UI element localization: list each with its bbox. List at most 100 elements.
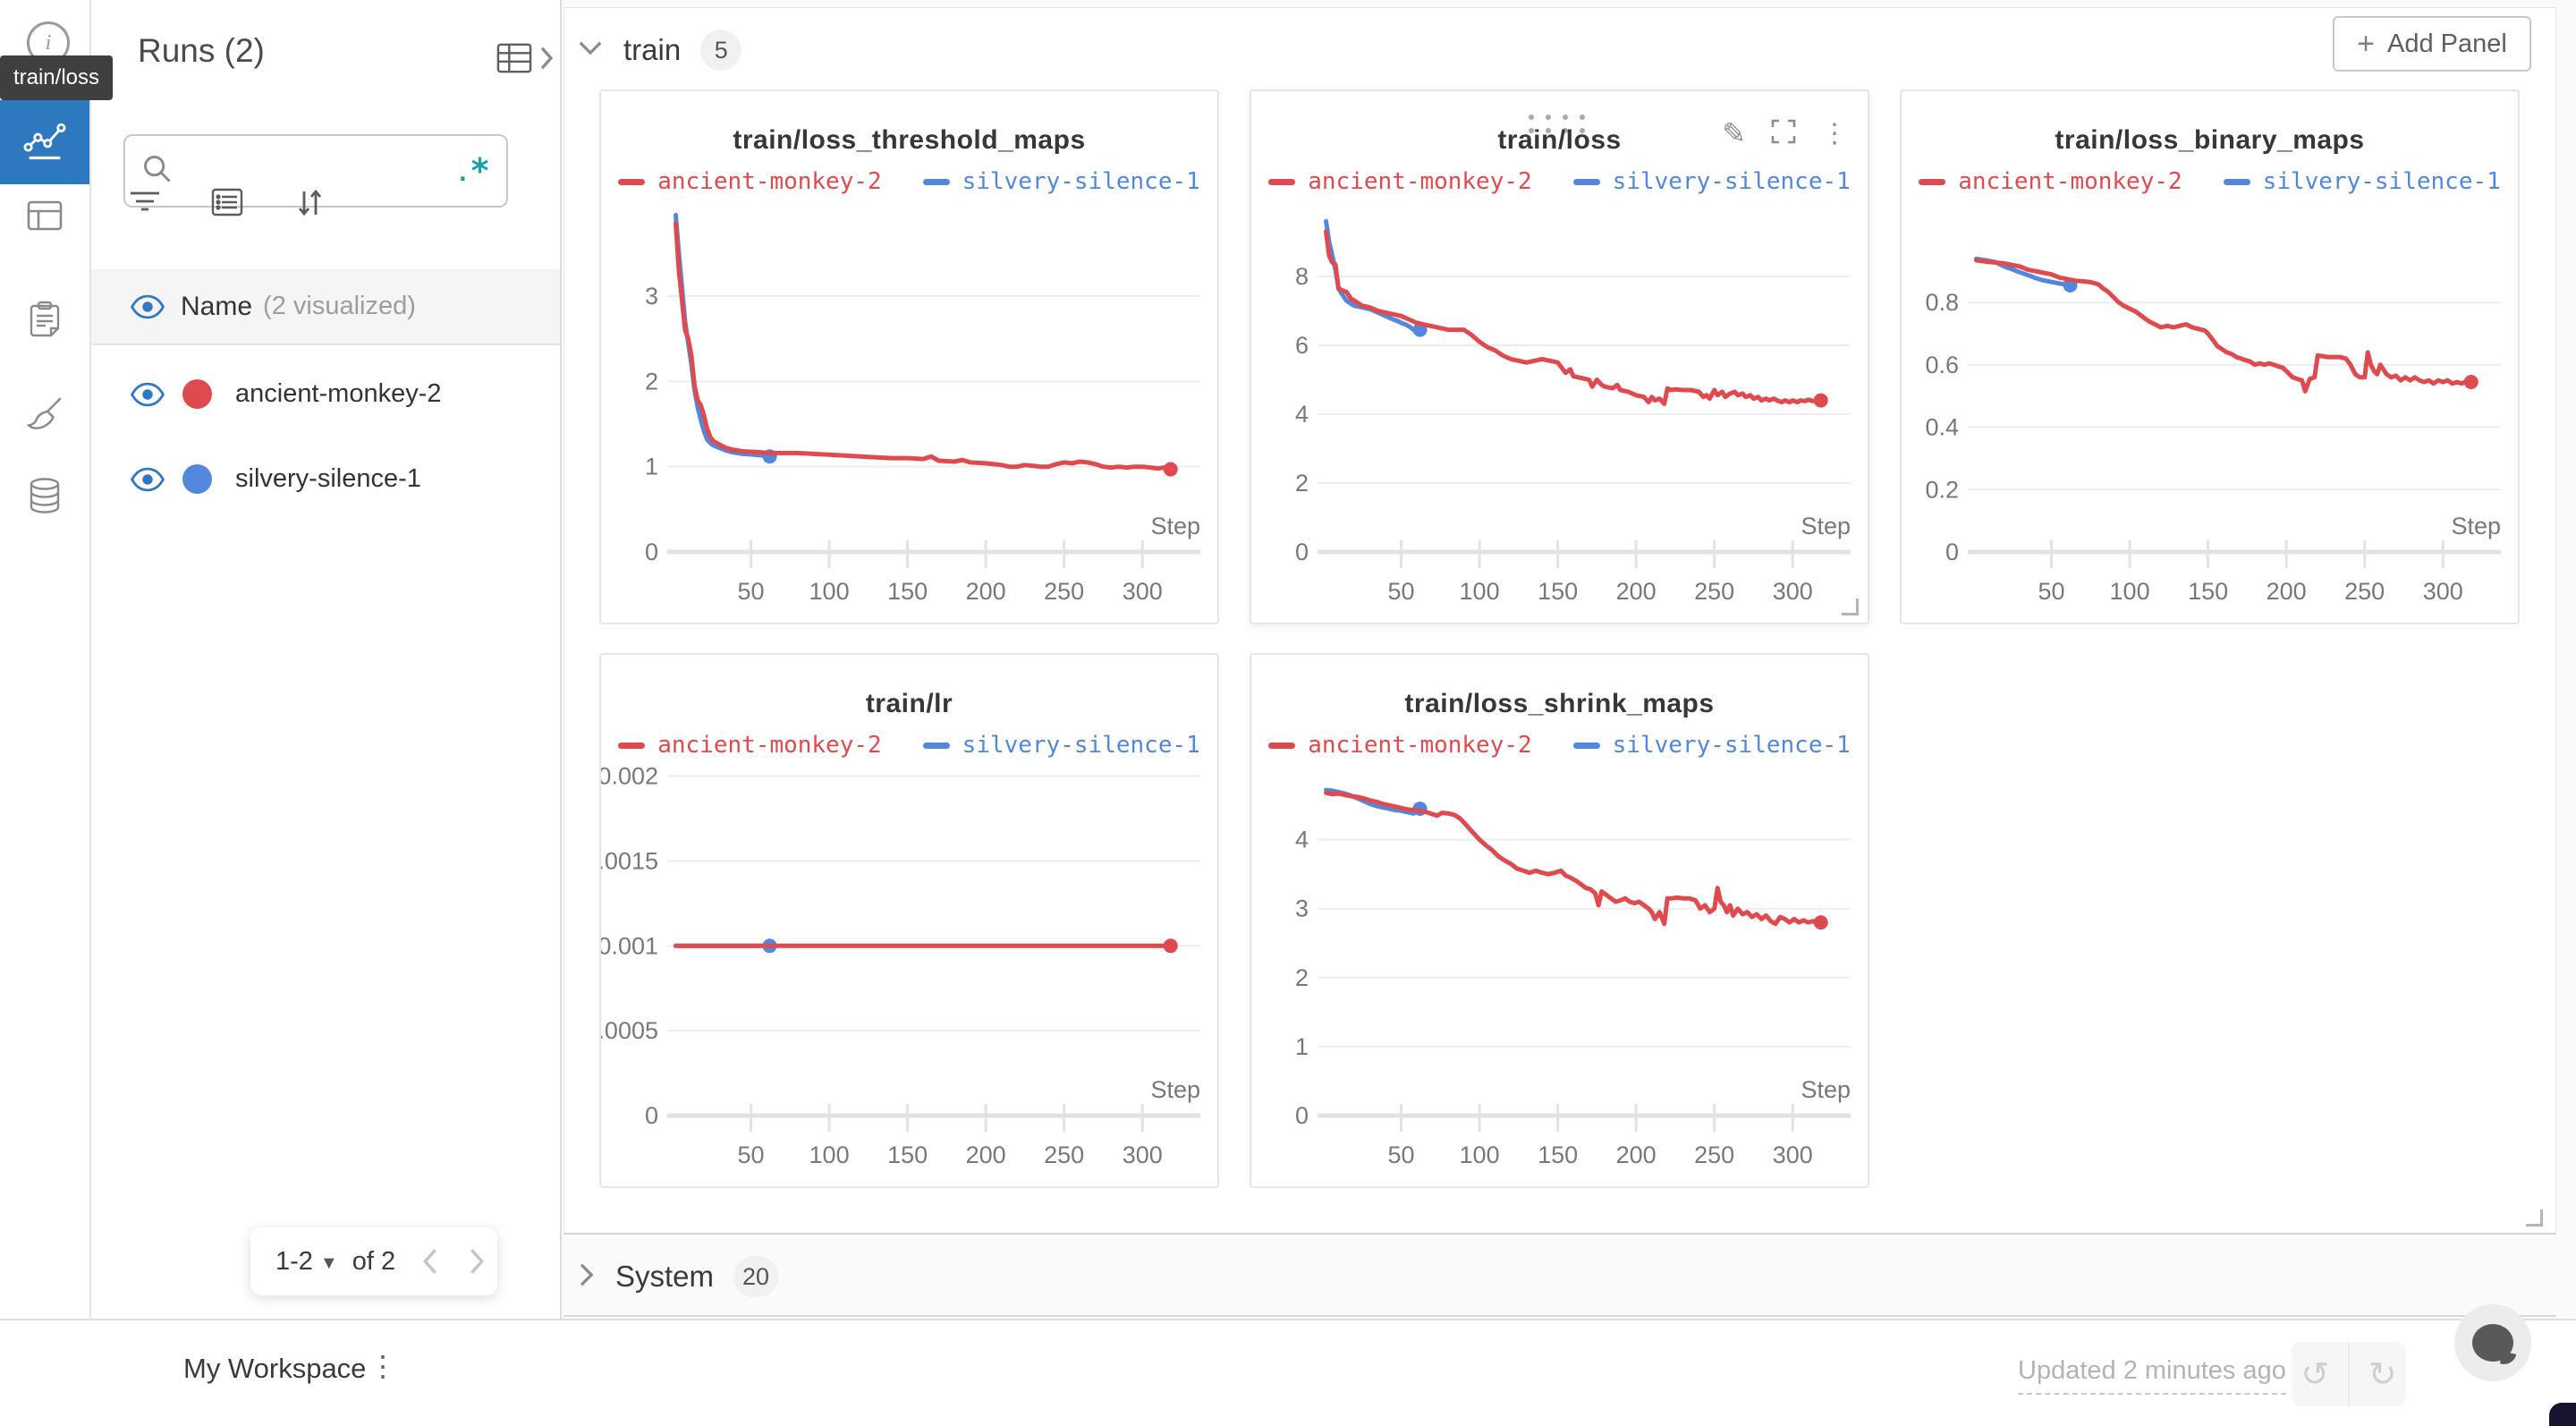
eye-icon[interactable]	[131, 293, 165, 320]
legend-item[interactable]: ancient-monkey-2	[1919, 168, 2182, 195]
legend-item[interactable]: silvery-silence-1	[922, 168, 1200, 195]
chevron-right-icon[interactable]	[576, 1261, 596, 1293]
workspace-title[interactable]: My Workspace	[183, 1353, 367, 1384]
svg-text:100: 100	[809, 1142, 850, 1168]
runs-sidebar: Runs (2) .*	[91, 0, 562, 1320]
svg-text:Step: Step	[1150, 1076, 1200, 1103]
legend-swatch	[922, 742, 950, 749]
svg-text:0.0005: 0.0005	[601, 1017, 658, 1044]
svg-text:300: 300	[1773, 578, 1813, 605]
eye-icon[interactable]	[131, 381, 165, 408]
run-color-dot[interactable]	[182, 379, 212, 409]
database-icon	[23, 473, 66, 524]
tooltip-train-loss: train/loss	[0, 55, 113, 100]
nav-artifacts[interactable]	[0, 456, 89, 540]
expand-runs-table-button[interactable]	[496, 41, 555, 80]
nav-panels[interactable]	[0, 175, 89, 259]
updated-status[interactable]: Updated 2 minutes ago	[2018, 1356, 2286, 1395]
chevron-down-icon[interactable]	[577, 38, 604, 63]
runs-header-row[interactable]: Name (2 visualized)	[91, 269, 560, 345]
svg-text:0.8: 0.8	[1925, 289, 1959, 316]
svg-text:50: 50	[738, 578, 765, 605]
run-row-silvery-silence-1[interactable]: silvery-silence-1	[91, 437, 560, 522]
system-section: System 20	[564, 1235, 2556, 1317]
run-name[interactable]: ancient-monkey-2	[235, 379, 442, 408]
drag-handle-icon[interactable]	[1529, 115, 1585, 133]
legend-item[interactable]: silvery-silence-1	[2223, 168, 2501, 195]
legend-item[interactable]: silvery-silence-1	[1572, 732, 1851, 759]
pagination-range[interactable]: 1-2	[275, 1246, 313, 1276]
tooltip-text: train/loss	[13, 65, 100, 89]
svg-text:Step: Step	[1801, 513, 1851, 539]
panel-count-badge: 20	[733, 1256, 779, 1297]
chart-plot[interactable]: 0 1 2 3 4 50 100 150 200 250 300 Step	[1251, 655, 1871, 1190]
svg-text:Step: Step	[2451, 513, 2501, 539]
bottom-bar	[0, 1319, 2576, 1426]
svg-text:4: 4	[1295, 401, 1309, 428]
sort-icon[interactable]	[292, 186, 327, 225]
chart-panel-loss[interactable]: ✎ ⋮ train/loss ancient-monkey-2 silvery-s…	[1250, 89, 1869, 624]
add-panel-button[interactable]: + Add Panel	[2333, 16, 2531, 72]
nav-logs[interactable]	[0, 279, 89, 363]
fullscreen-icon[interactable]	[1769, 117, 1798, 150]
chart-panel-loss-threshold-maps[interactable]: train/loss_threshold_maps ancient-monkey…	[599, 89, 1219, 624]
eye-icon[interactable]	[131, 466, 165, 493]
nav-charts-active[interactable]	[0, 100, 89, 184]
legend-item[interactable]: silvery-silence-1	[1572, 168, 1851, 195]
chat-launcher-button[interactable]	[2454, 1304, 2531, 1381]
runs-pagination: 1-2 ▼ of 2	[250, 1227, 497, 1295]
section-label[interactable]: train	[623, 33, 682, 66]
svg-text:0: 0	[1295, 539, 1309, 565]
svg-text:300: 300	[1773, 1142, 1813, 1168]
next-page-button[interactable]	[465, 1246, 488, 1277]
chart-legend: ancient-monkey-2 silvery-silence-1	[601, 168, 1217, 195]
legend-swatch	[1572, 178, 1600, 185]
chevron-right-icon	[538, 45, 555, 76]
chevron-down-icon[interactable]: ▼	[319, 1252, 338, 1273]
legend-run-name: silvery-silence-1	[962, 732, 1200, 759]
section-label[interactable]: System	[615, 1260, 715, 1293]
chart-panel-loss-shrink-maps[interactable]: train/loss_shrink_maps ancient-monkey-2 s…	[1250, 653, 1869, 1188]
svg-text:200: 200	[966, 578, 1006, 605]
chart-panel-loss-binary-maps[interactable]: train/loss_binary_maps ancient-monkey-2 s…	[1900, 89, 2520, 624]
legend-item[interactable]: ancient-monkey-2	[1268, 732, 1532, 759]
svg-text:300: 300	[1123, 578, 1163, 605]
chart-title: train/loss	[1497, 125, 1622, 155]
system-section-header[interactable]: System 20	[576, 1256, 779, 1297]
regex-toggle[interactable]: .*	[455, 151, 490, 191]
legend-item[interactable]: ancient-monkey-2	[618, 732, 882, 759]
run-row-ancient-monkey-2[interactable]: ancient-monkey-2	[91, 352, 560, 437]
runs-header-visualized: (2 visualized)	[263, 292, 416, 320]
run-color-dot[interactable]	[182, 464, 212, 494]
chart-plot[interactable]: 0 2 4 6 8 50 100 150 200 250 300 Step	[1251, 91, 1871, 626]
prev-page-button[interactable]	[419, 1246, 442, 1277]
resize-handle[interactable]	[1842, 598, 1859, 615]
run-name[interactable]: silvery-silence-1	[235, 464, 421, 493]
workspace-kebab-icon[interactable]: ⋮	[369, 1350, 397, 1382]
redo-icon[interactable]: ↻	[2368, 1355, 2397, 1394]
legend-run-name: ancient-monkey-2	[1308, 732, 1532, 759]
filter-icon[interactable]	[127, 186, 163, 225]
kebab-menu-icon[interactable]: ⋮	[1821, 118, 1848, 149]
svg-text:250: 250	[1044, 1142, 1084, 1168]
section-resize-handle[interactable]	[2526, 1210, 2543, 1227]
svg-text:2: 2	[1295, 964, 1309, 991]
legend-item[interactable]: silvery-silence-1	[922, 732, 1200, 759]
svg-text:0: 0	[645, 539, 658, 565]
nav-sweeps[interactable]	[0, 374, 89, 458]
svg-text:100: 100	[809, 578, 850, 605]
svg-text:300: 300	[2423, 578, 2463, 605]
legend-item[interactable]: ancient-monkey-2	[1268, 168, 1532, 195]
chart-plot[interactable]: 0 1 2 3 50 100 150 200 250 300 Step	[601, 91, 1221, 626]
svg-text:250: 250	[1044, 578, 1084, 605]
chart-plot[interactable]: 0 0.2 0.4 0.6 0.8 50 100 150 200 250 300 Step	[1902, 91, 2521, 626]
legend-item[interactable]: ancient-monkey-2	[618, 168, 882, 195]
chart-plot[interactable]: 0 0.0005 0.001 0.0015 0.002 50 100 150 200 250 300…	[601, 655, 1221, 1190]
svg-text:250: 250	[2344, 578, 2385, 605]
undo-icon[interactable]: ↺	[2301, 1355, 2330, 1394]
chart-panel-lr[interactable]: train/lr ancient-monkey-2 silvery-silence…	[599, 653, 1219, 1188]
group-list-icon[interactable]	[209, 186, 245, 225]
train-section-header[interactable]: train 5	[577, 30, 742, 71]
edit-pencil-icon[interactable]: ✎	[1722, 117, 1746, 149]
